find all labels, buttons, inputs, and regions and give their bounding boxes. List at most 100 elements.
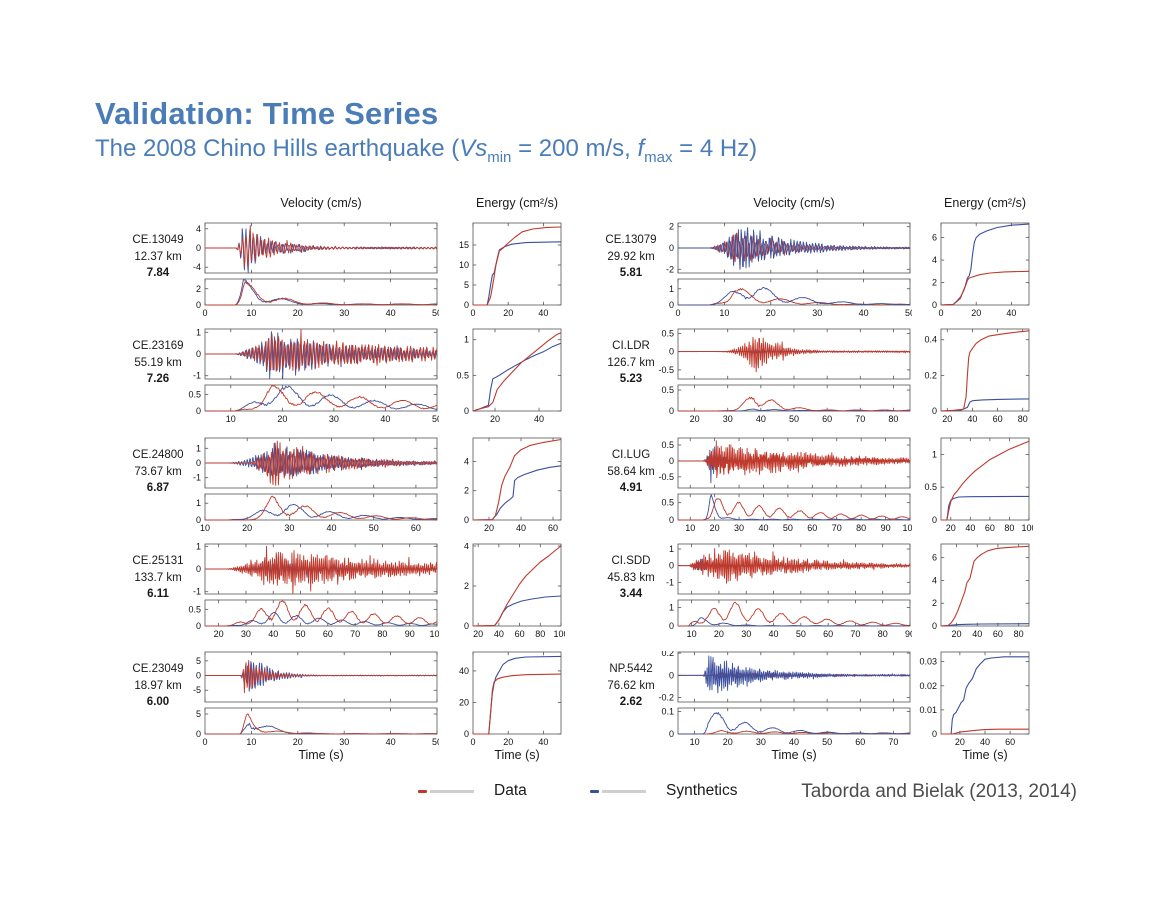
svg-text:60: 60 xyxy=(855,737,865,747)
svg-text:-5: -5 xyxy=(193,685,201,695)
svg-text:60: 60 xyxy=(548,523,558,533)
station-distance: 12.37 km xyxy=(134,250,182,263)
energy-plot: 20 40 0 0.5 1 xyxy=(443,328,565,426)
station-id: CE.13079 xyxy=(605,234,657,246)
time-axis-label: Time (s) xyxy=(298,748,344,762)
velocity-header-left: Velocity (cm/s) xyxy=(280,196,362,210)
svg-text:40: 40 xyxy=(789,737,799,747)
energy-plot: 0 20 40 0 2 4 6 xyxy=(911,222,1033,320)
svg-text:40: 40 xyxy=(769,629,779,639)
svg-text:20: 20 xyxy=(490,414,500,424)
legend-data-label: Data xyxy=(494,782,527,799)
station-row: CE.23169 55.19 km 7.26 102030405010-100.… xyxy=(118,328,573,430)
svg-text:0.01: 0.01 xyxy=(919,705,937,715)
svg-text:60: 60 xyxy=(515,629,525,639)
svg-text:20: 20 xyxy=(459,697,469,707)
station-id: CI.LDR xyxy=(612,340,650,352)
citation: Taborda and Bielak (2013, 2014) xyxy=(801,781,1077,802)
svg-text:20: 20 xyxy=(503,737,513,747)
svg-text:0: 0 xyxy=(669,621,674,631)
svg-text:2: 2 xyxy=(932,278,937,288)
svg-text:0: 0 xyxy=(932,300,937,310)
svg-text:0: 0 xyxy=(938,308,943,318)
svg-text:1: 1 xyxy=(196,498,201,508)
svg-text:20: 20 xyxy=(293,737,303,747)
velocity-plot: 10 20 30 40 50 60 70 80 90 100 0.5 0 -0.5 0 0.5 xyxy=(648,437,912,535)
svg-text:5: 5 xyxy=(464,280,469,290)
svg-text:0: 0 xyxy=(669,406,674,416)
station-distance: 73.67 km xyxy=(134,465,182,478)
svg-text:20: 20 xyxy=(942,414,952,424)
svg-text:10: 10 xyxy=(200,523,210,533)
svg-text:20: 20 xyxy=(503,308,513,318)
station-label: CE.13049 12.37 km 7.84 xyxy=(118,232,198,282)
svg-text:60: 60 xyxy=(822,414,832,424)
station-label: CE.23049 18.97 km 6.00 xyxy=(118,661,198,711)
svg-text:50: 50 xyxy=(369,523,379,533)
svg-text:0.5: 0.5 xyxy=(456,370,469,380)
svg-text:0.03: 0.03 xyxy=(919,657,937,667)
station-label: NP.5442 76.62 km 2.62 xyxy=(591,661,671,711)
energy-plot: 0 20 40 0 20 40 xyxy=(443,651,565,749)
station-score: 3.44 xyxy=(619,588,643,601)
svg-text:-1: -1 xyxy=(666,577,674,587)
svg-text:4: 4 xyxy=(932,255,937,265)
svg-text:90: 90 xyxy=(405,629,415,639)
station-label: CE.25131 133.7 km 6.11 xyxy=(118,553,198,603)
svg-text:5: 5 xyxy=(196,656,201,666)
svg-text:-2: -2 xyxy=(666,264,674,274)
svg-text:30: 30 xyxy=(339,737,349,747)
velocity-svg: 0102030405050-505 xyxy=(193,651,439,747)
energy-header-right: Energy (cm²/s) xyxy=(944,196,1026,210)
svg-text:90: 90 xyxy=(881,523,891,533)
svg-text:40: 40 xyxy=(965,523,975,533)
station-row: CE.24800 73.67 km 6.87 10 20 30 40 50 60 1 0 -1 0… xyxy=(118,437,573,539)
station-label: CE.13079 29.92 km 5.81 xyxy=(591,232,671,282)
station-id: CE.25131 xyxy=(132,555,184,567)
svg-text:60: 60 xyxy=(807,523,817,533)
svg-text:100: 100 xyxy=(902,523,912,533)
energy-plot: 0 20 40 0 5 10 15 xyxy=(443,222,565,320)
svg-text:0: 0 xyxy=(932,406,937,416)
svg-text:0: 0 xyxy=(464,300,469,310)
svg-text:100: 100 xyxy=(553,629,565,639)
svg-text:20: 20 xyxy=(293,308,303,318)
station-id: CE.24800 xyxy=(132,449,184,461)
station-id: CI.SDD xyxy=(611,555,651,567)
svg-text:30: 30 xyxy=(723,414,733,424)
svg-text:50: 50 xyxy=(432,737,439,747)
svg-text:0: 0 xyxy=(932,621,937,631)
svg-text:20: 20 xyxy=(971,308,981,318)
svg-text:0.5: 0.5 xyxy=(661,385,674,395)
svg-text:0: 0 xyxy=(196,349,201,359)
svg-text:60: 60 xyxy=(823,629,833,639)
svg-text:0: 0 xyxy=(196,406,201,416)
svg-text:5: 5 xyxy=(196,709,201,719)
svg-text:80: 80 xyxy=(888,414,898,424)
station-id: CI.LUG xyxy=(611,449,651,461)
svg-text:20: 20 xyxy=(484,523,494,533)
svg-text:20: 20 xyxy=(714,629,724,639)
svg-text:-1: -1 xyxy=(193,473,201,483)
station-row: CI.LUG 58.64 km 4.91 10 20 30 40 50 60 70 80 90 1… xyxy=(591,437,1046,539)
svg-text:50: 50 xyxy=(789,414,799,424)
station-score: 5.23 xyxy=(619,373,643,386)
svg-text:6: 6 xyxy=(932,233,937,243)
svg-text:60: 60 xyxy=(323,629,333,639)
svg-text:40: 40 xyxy=(538,737,548,747)
velocity-plot: 20 30 40 50 60 70 80 0.5 0 -0.5 0 0.5 xyxy=(648,328,912,426)
svg-text:30: 30 xyxy=(812,308,822,318)
svg-text:0: 0 xyxy=(669,347,674,357)
station-score: 6.00 xyxy=(146,696,170,709)
station-distance: 58.64 km xyxy=(607,465,655,478)
svg-text:20: 20 xyxy=(242,523,252,533)
svg-text:0: 0 xyxy=(196,729,201,739)
svg-text:0: 0 xyxy=(932,515,937,525)
velocity-plot: 20 30 40 50 60 70 80 90 100 1 0 -1 0 0.5 xyxy=(175,543,439,641)
svg-text:-1: -1 xyxy=(193,371,201,381)
svg-text:0: 0 xyxy=(196,300,201,310)
svg-text:2: 2 xyxy=(464,486,469,496)
energy-plot: 20 40 60 80 100 0 0.5 1 xyxy=(911,437,1033,535)
svg-text:15: 15 xyxy=(459,240,469,250)
svg-text:30: 30 xyxy=(756,737,766,747)
